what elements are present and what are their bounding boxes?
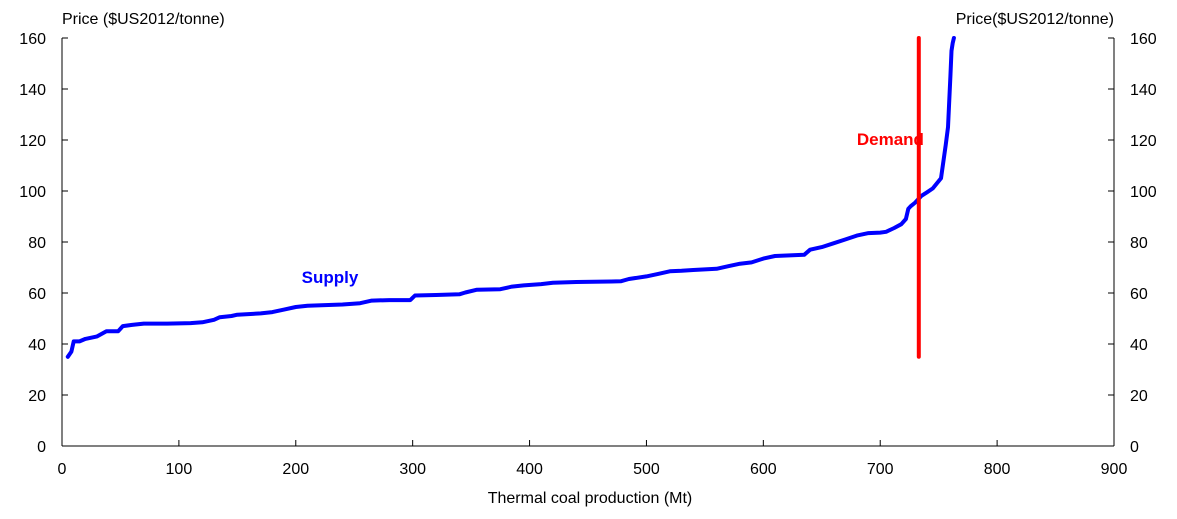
x-tick-label: 500 xyxy=(633,461,660,478)
y-tick-label-left: 60 xyxy=(28,286,46,303)
y-tick-label-right: 80 xyxy=(1130,235,1148,252)
y-tick-label-right: 20 xyxy=(1130,388,1148,405)
x-tick-label: 700 xyxy=(867,461,894,478)
x-axis-title: Thermal coal production (Mt) xyxy=(488,490,693,507)
y-tick-label-left: 120 xyxy=(19,133,46,150)
y-axis-title-right: Price($US2012/tonne) xyxy=(956,11,1114,28)
y-tick-label-left: 160 xyxy=(19,31,46,48)
x-tick-label: 0 xyxy=(58,461,67,478)
x-tick-label: 100 xyxy=(166,461,193,478)
x-tick-label: 400 xyxy=(516,461,543,478)
x-tick-label: 800 xyxy=(984,461,1011,478)
series-line-supply xyxy=(65,36,956,359)
y-tick-label-right: 140 xyxy=(1130,82,1157,99)
y-tick-label-left: 20 xyxy=(28,388,46,405)
x-tick-label: 900 xyxy=(1101,461,1128,478)
x-tick-label: 600 xyxy=(750,461,777,478)
y-tick-label-left: 100 xyxy=(19,184,46,201)
annotations: Supply Demand xyxy=(302,130,924,287)
annotation-supply: Supply xyxy=(302,268,359,287)
y-tick-label-right: 60 xyxy=(1130,286,1148,303)
series-group xyxy=(65,36,956,359)
y-tick-label-right: 120 xyxy=(1130,133,1157,150)
y-tick-label-left: 80 xyxy=(28,235,46,252)
y-tick-label-right: 40 xyxy=(1130,337,1148,354)
y-tick-label-left: 140 xyxy=(19,82,46,99)
y-tick-label-left: 40 xyxy=(28,337,46,354)
y-tick-label-right: 100 xyxy=(1130,184,1157,201)
x-tick-label: 200 xyxy=(282,461,309,478)
y-tick-label-right: 0 xyxy=(1130,439,1139,456)
annotation-demand: Demand xyxy=(857,130,924,149)
y-tick-label-right: 160 xyxy=(1130,31,1157,48)
x-tick-label: 300 xyxy=(399,461,426,478)
y-tick-label-left: 0 xyxy=(37,439,46,456)
y-axis-title-left: Price ($US2012/tonne) xyxy=(62,11,225,28)
